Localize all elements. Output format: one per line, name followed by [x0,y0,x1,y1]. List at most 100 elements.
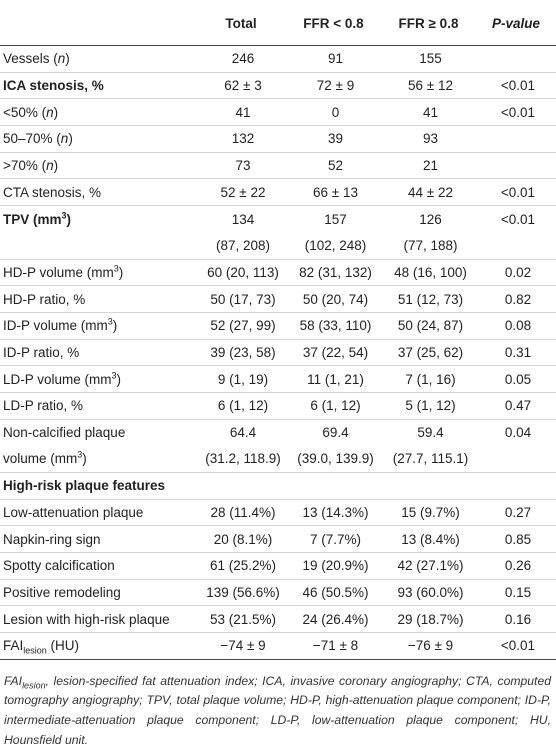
cell-total: (87, 208) [196,232,286,260]
cell-p-value: 0.15 [476,579,556,607]
header-blank [0,0,196,46]
cell-ffr-low: 91 [286,45,381,73]
cell-p-value: 0.02 [476,259,556,287]
row-label-superscript: 3 [111,370,117,381]
cell-ffr-high: −76 ± 9 [381,632,476,660]
row-label: CTA stenosis, % [0,178,196,207]
row-label-superscript: 3 [113,263,119,274]
cell-ffr-high: (27.7, 115.1) [381,445,476,473]
row-label: ID-P ratio, % [0,339,196,367]
table-row: Low-attenuation plaque 28 (11.4%) 13 (14.3… [0,499,556,527]
table-row: HD-P ratio, % 50 (17, 73) 50 (20, 74) 51 (1… [0,285,556,313]
cell-p-value: <0.01 [476,632,556,660]
row-label-end: ) [112,318,118,334]
row-label-end: ) [116,371,122,387]
row-label-superscript: 3 [107,316,113,327]
row-label: Vessels (n) [0,45,196,73]
cell-total: 28 (11.4%) [196,499,286,527]
cell-ffr-high: 21 [381,152,476,180]
row-label-text: FAI [3,638,24,654]
row-label-text: Napkin-ring sign [3,531,101,547]
table-row: Spotty calcification 61 (25.2%) 19 (20.9%)… [0,552,556,580]
cell-total: (31.2, 118.9) [196,445,286,473]
row-label-text: ID-P ratio, % [3,344,80,360]
table-row: ID-P ratio, % 39 (23, 58) 37 (22, 54) 37 (2… [0,339,556,367]
table-row: HD-P volume (mm3) 60 (20, 113) 82 (31, 132… [0,259,556,287]
row-label: Low-attenuation plaque [0,499,196,527]
cell-ffr-low: 82 (31, 132) [286,259,381,287]
cell-total: 132 [196,125,286,153]
cell-total: 139 (56.6%) [196,579,286,607]
cell-p-value: 0.47 [476,392,556,420]
cell-ffr-high: 29 (18.7%) [381,605,476,634]
cell-ffr-low: 157 [324,211,347,227]
cell-total: 50 (17, 73) [196,285,286,313]
cell-p-value [476,472,556,500]
row-label-text: HD-P ratio, % [3,291,86,307]
cell-p-value: 0.16 [476,605,556,634]
cell-ffr-high: 56 ± 12 [381,72,476,100]
cell-ffr-low [286,472,381,500]
row-label-end: ) [118,264,124,280]
cell-ffr-low: 6 (1, 12) [286,392,381,420]
cell-ffr-high: 37 (25, 62) [381,339,476,367]
cell-ffr-low: (39.0, 139.9) [286,445,381,473]
cell-ffr-low: 52 [286,152,381,180]
row-label-end: ) [53,104,59,120]
cell-p-value: 0.82 [476,285,556,313]
table-row: TPV (mm3) 134 157 126 <0.01 [0,206,556,233]
cell-total: 9 (1, 19) [196,365,286,393]
row-label-text: HD-P volume (mm [3,264,114,280]
row-label-text: Non-calcified plaque [3,425,126,441]
cell-total: 246 [196,45,286,73]
cell-ffr-high: 41 [381,98,476,127]
cell-ffr-high: 48 (16, 100) [381,259,476,287]
header-ffr-low: FFR < 0.8 [286,0,381,46]
cell-ffr-low: 13 (14.3%) [286,499,381,527]
table-row: Napkin-ring sign 20 (8.1%) 7 (7.7%) 13 (8.4… [0,525,556,554]
header-p-value: P-value [476,0,556,46]
cell-p-value [476,45,556,73]
table-row: >70% (n) 73 52 21 [0,152,556,180]
cell-ffr-low: 50 (20, 74) [286,285,381,313]
cell-ffr-high: 155 [381,45,476,73]
row-label-italic: n [46,104,54,120]
cell-total: 41 [196,98,286,127]
table-body: Vessels (n) 246 91 155 ICA stenosis, % 62 ± 3… [0,45,556,660]
row-label: volume (mm3) [0,445,196,473]
row-label-end: (HU) [46,638,80,654]
cell-p-value [476,232,556,260]
row-label: LD-P ratio, % [0,392,196,420]
table-row: FAIlesion (HU) −74 ± 9 −71 ± 8 −76 ± 9 <0.01 [0,632,556,660]
cell-total: 61 (25.2%) [196,552,286,580]
row-label: LD-P volume (mm3) [0,365,196,393]
cell-ffr-high: 93 (60.0%) [381,579,476,607]
cell-ffr-high: 5 (1, 12) [381,392,476,420]
cell-total: 62 ± 3 [196,72,286,100]
cell-ffr-low: 39 [286,125,381,153]
table-row: ID-P volume (mm3) 52 (27, 99) 58 (33, 110)… [0,312,556,340]
row-label-text: CTA stenosis, % [3,184,102,200]
cell-ffr-high [381,472,476,500]
table-row: ICA stenosis, % 62 ± 3 72 ± 9 56 ± 12 <0.01 [0,72,556,100]
header-total: Total [196,0,286,46]
cell-total: 52 ± 22 [196,178,286,207]
row-label-italic: n [60,131,69,147]
cell-ffr-high: 7 (1, 16) [381,365,476,393]
row-label-italic: n [46,158,54,174]
cell-total: 64.4 [229,425,257,441]
row-label-text: LD-P ratio, % [3,398,84,414]
row-label-text: TPV (mm [3,211,62,227]
row-label-text: High-risk plaque features [3,478,166,494]
row-label: 50–70% (n) [0,125,196,153]
cell-ffr-low: 37 (22, 54) [286,339,381,367]
cell-ffr-high: 42 (27.1%) [381,552,476,580]
row-label-text: >70% ( [3,158,47,174]
table-row: Lesion with high-risk plaque 53 (21.5%) 24… [0,605,556,634]
table-row: <50% (n) 41 0 41 <0.01 [0,98,556,127]
row-label: <50% (n) [0,98,196,127]
cell-p-value: <0.01 [500,211,536,227]
cell-p-value [476,445,556,473]
row-label: TPV (mm3) [0,206,196,233]
